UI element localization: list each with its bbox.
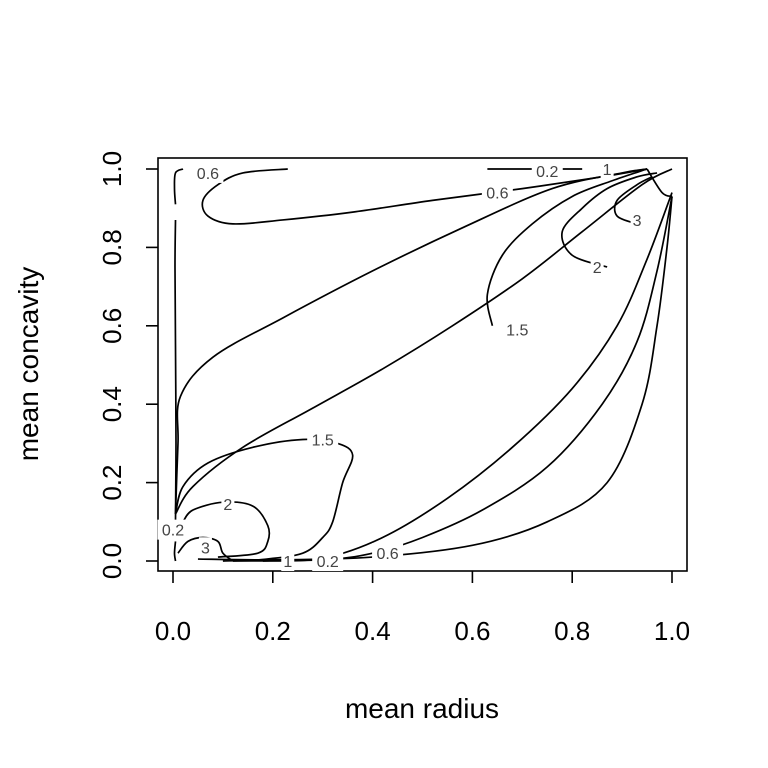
contour-label: 3 xyxy=(633,213,642,230)
contour-label-bg xyxy=(600,159,614,179)
x-tick-label: 0.6 xyxy=(454,616,490,646)
contour-lines-group xyxy=(173,168,673,562)
contour-label: 1 xyxy=(603,162,612,179)
contour-label: 1 xyxy=(283,554,292,571)
contour-line-0-2-6 xyxy=(173,541,177,562)
contour-line-0-6-14 xyxy=(201,168,648,225)
contour-label-bg xyxy=(312,551,344,571)
contour-label: 0.2 xyxy=(536,164,558,181)
contour-label-bg xyxy=(630,209,644,230)
contour-label-bg xyxy=(590,257,604,277)
contour-line-0-6-11 xyxy=(174,219,177,522)
contour-label-bg xyxy=(307,429,339,450)
contour-line-0-2-15 xyxy=(173,168,184,205)
contour-label: 0.6 xyxy=(197,166,219,183)
contour-line-1-5-7 xyxy=(486,168,648,326)
contour-label: 2 xyxy=(593,260,602,277)
y-axis: 0.0 0.2 0.4 0.6 0.8 1.0 xyxy=(97,151,158,579)
x-tick-label: 0.8 xyxy=(554,616,590,646)
contour-line-0-6-1 xyxy=(232,196,673,562)
contour-line-1-2 xyxy=(262,192,673,562)
y-tick-label: 0.8 xyxy=(97,229,127,265)
y-tick-label: 0.0 xyxy=(97,543,127,579)
contour-line-0-2-0 xyxy=(197,196,673,561)
y-tick-label: 0.6 xyxy=(97,308,127,344)
contour-line-3-9 xyxy=(613,176,653,225)
contour-line-1-5-3 xyxy=(174,438,354,562)
contour-label: 1.5 xyxy=(506,323,528,340)
contour-label-bg xyxy=(192,162,224,183)
contour-labels-group: 0.6 0.2 1 0.6 3 2 1.5 1.5 2 0.2 3 1 0.2 0.6 xyxy=(157,159,644,571)
x-tick-label: 1.0 xyxy=(654,616,690,646)
contour-label: 0.6 xyxy=(486,186,508,203)
contour-label-bg xyxy=(198,537,212,558)
contour-label: 0.6 xyxy=(376,546,398,563)
contour-label: 0.2 xyxy=(317,554,339,571)
x-tick-label: 0.0 xyxy=(155,616,191,646)
x-tick-label: 0.2 xyxy=(255,616,291,646)
contour-label-bg xyxy=(281,551,295,571)
contour-line-1-12 xyxy=(174,168,648,514)
contour-label-bg xyxy=(481,182,513,203)
contour-label-bg xyxy=(157,519,189,540)
y-tick-label: 0.2 xyxy=(97,465,127,501)
y-tick-label: 1.0 xyxy=(97,151,127,187)
x-tick-label: 0.4 xyxy=(355,616,391,646)
contour-line-2-4 xyxy=(182,501,271,558)
contour-line-2-8 xyxy=(561,172,658,268)
contour-label-bg xyxy=(372,543,404,564)
contour-label: 1.5 xyxy=(312,432,334,449)
contour-label-bg xyxy=(221,494,235,515)
x-axis: 0.0 0.2 0.4 0.6 0.8 1.0 xyxy=(155,571,690,646)
contour-label: 0.2 xyxy=(162,523,184,540)
contour-line-1-10 xyxy=(646,168,673,198)
y-tick-label: 0.4 xyxy=(97,386,127,422)
y-axis-title: mean concavity xyxy=(13,267,44,462)
contour-label-bg xyxy=(531,160,563,181)
contour-label-bg xyxy=(501,319,533,340)
contour-label: 3 xyxy=(201,540,210,557)
x-axis-title: mean radius xyxy=(345,693,499,724)
plot-frame xyxy=(157,157,688,572)
contour-line-1-5-13 xyxy=(174,168,673,515)
contour-label: 2 xyxy=(223,497,232,514)
